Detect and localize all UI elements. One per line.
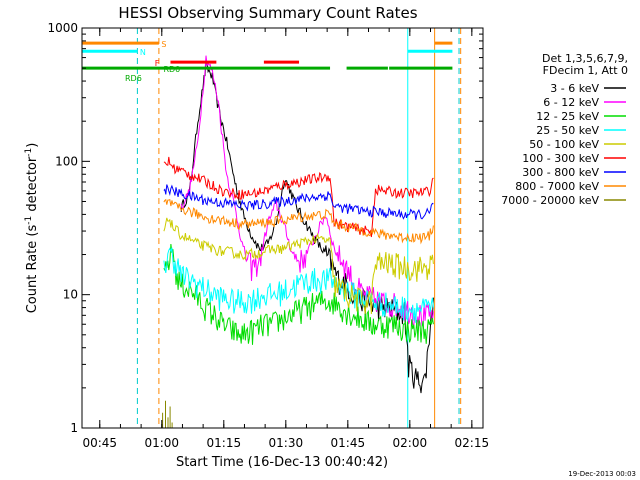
x-tick-label: 02:15 — [455, 436, 490, 450]
legend-header-line: Det 1,3,5,6,7,9, — [542, 52, 628, 65]
x-tick-label: 01:15 — [207, 436, 242, 450]
x-tick-label: 01:45 — [331, 436, 366, 450]
series-line-2 — [163, 243, 434, 345]
legend-label: 3 - 6 keV — [550, 82, 599, 95]
legend-label: 100 - 300 keV — [522, 152, 599, 165]
series-line-4 — [163, 217, 434, 315]
series-line-3 — [163, 247, 434, 323]
y-tick-label: 1000 — [47, 21, 78, 35]
y-tick-label: 10 — [63, 288, 78, 302]
state-label-s: S — [161, 40, 166, 49]
legend-label: 800 - 7000 keV — [515, 180, 599, 193]
state-label-rd6: RD6 — [125, 74, 142, 83]
x-tick-label: 01:30 — [269, 436, 304, 450]
legend: Det 1,3,5,6,7,9,FDecim 1, Att 0 3 - 6 keV… — [501, 52, 628, 207]
legend-label: 25 - 50 keV — [536, 124, 599, 137]
legend-label: 6 - 12 keV — [543, 96, 599, 109]
state-label-rd0: RD0 — [163, 65, 180, 74]
state-label-n: N — [140, 48, 146, 57]
series-layer — [162, 55, 434, 428]
series-line-6 — [163, 184, 434, 220]
plot-frame — [81, 27, 484, 429]
plot-date-footer: 19-Dec-2013 00:03 — [568, 470, 636, 478]
series-line-5 — [163, 156, 434, 238]
legend-label: 12 - 25 keV — [536, 110, 599, 123]
legend-label: 50 - 100 keV — [529, 138, 599, 151]
y-axis-label: Count Rate (s-1 detector-1) — [24, 143, 40, 314]
x-tick-label: 00:45 — [82, 436, 117, 450]
y-tick-label: 100 — [55, 154, 78, 168]
x-axis-label: Start Time (16-Dec-13 00:40:42) — [176, 455, 388, 470]
series-line-1 — [180, 55, 434, 328]
series-line-7 — [163, 198, 434, 245]
x-tick-label: 02:00 — [393, 436, 428, 450]
series-line-8 — [162, 400, 173, 428]
axis-layer: 00:45 01:00 01:15 01:30 01:45 02:00 02:15 1 10 10… — [47, 21, 489, 450]
state-label-f: F — [155, 59, 160, 68]
series-line-0 — [180, 59, 434, 394]
legend-label: 7000 - 20000 keV — [501, 194, 599, 207]
legend-label: 300 - 800 keV — [522, 166, 599, 179]
y-tick-label: 1 — [70, 421, 78, 435]
x-tick-label: 01:00 — [144, 436, 179, 450]
chart-title: HESSI Observing Summary Count Rates — [118, 4, 417, 22]
legend-header-line: FDecim 1, Att 0 — [543, 64, 628, 77]
